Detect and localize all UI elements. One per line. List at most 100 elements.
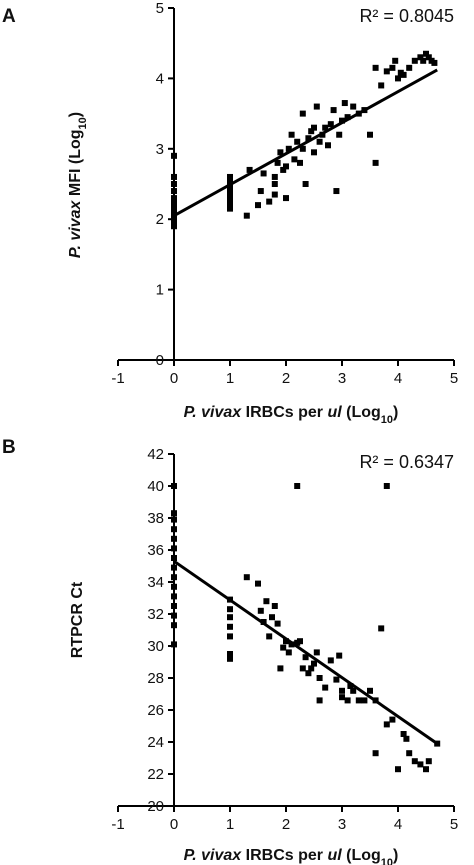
panel-a-points	[171, 50, 438, 230]
panel-b-x-tick-label: 5	[450, 816, 458, 833]
panel-a-data-point	[341, 100, 348, 107]
panel-b-data-point	[257, 607, 264, 614]
panel-b-data-point	[308, 665, 315, 672]
panel-a-data-point	[378, 82, 385, 89]
panel-a-data-point	[271, 191, 278, 198]
panel-b-data-point	[403, 735, 410, 742]
panel-b-y-tick-label: 26	[147, 702, 164, 719]
panel-a-data-point	[227, 198, 233, 205]
panel-b-data-point	[171, 535, 177, 542]
panel-b-data-point	[171, 641, 177, 648]
panel-b-data-point	[266, 633, 273, 640]
panel-a-data-point	[305, 135, 312, 142]
panel-a-data-point	[316, 138, 323, 145]
panel-b-data-point	[350, 687, 357, 694]
panel-a-data-point	[423, 50, 429, 57]
panel-b-y-tick-label: 28	[147, 670, 164, 687]
panel-b-data-point	[171, 516, 177, 523]
panel-a-data-point	[171, 152, 177, 159]
panel-a-data-point	[227, 173, 233, 180]
panel-a-data-point	[327, 121, 334, 128]
panel-b-x-axis-title: P. vivax IRBCs per ul (Log10)	[184, 847, 399, 865]
panel-b-data-point	[171, 583, 177, 590]
panel-a-data-point	[288, 131, 295, 138]
panel-a-data-point	[227, 191, 233, 198]
panel-b-data-point	[383, 721, 390, 728]
panel-b-data-point	[280, 644, 287, 651]
panel-a-data-point	[333, 188, 340, 195]
panel-a-data-point	[311, 124, 317, 131]
panel-b-data-point	[171, 483, 177, 489]
panel-b-data-point	[302, 654, 309, 661]
panel-b-y-tick-label: 30	[147, 638, 164, 655]
panel-a-x-tick-label: 3	[338, 370, 346, 387]
panel-a-data-point	[277, 149, 284, 156]
panel-a-data-point	[227, 195, 233, 202]
panel-b-data-point	[417, 761, 424, 768]
panel-b-y-tick-label: 22	[147, 766, 164, 783]
panel-a-letter: A	[2, 6, 16, 27]
panel-b-data-point	[171, 622, 177, 629]
panel-a-data-point	[420, 57, 427, 64]
panel-b-y-tick-label: 40	[147, 478, 164, 495]
panel-b-data-point	[347, 683, 354, 689]
panel-a-data-point	[339, 117, 345, 124]
panel-a-data-point	[395, 75, 401, 82]
panel-b-data-point	[313, 649, 320, 656]
panel-b-data-point	[171, 510, 177, 517]
panel-a-data-point	[243, 212, 250, 219]
panel-b-data-point	[171, 545, 177, 552]
panel-a-data-point	[171, 198, 177, 205]
panel-a-data-point	[257, 188, 264, 195]
panel-a-y-tick-label: 1	[156, 282, 164, 299]
panel-b-data-point	[395, 766, 401, 773]
panel-a-x-tick-label: 2	[282, 370, 290, 387]
panel-a-data-point	[271, 181, 278, 187]
panel-a-x-tick-label: 0	[170, 370, 178, 387]
panel-a-data-point	[171, 173, 177, 180]
panel-a-y-tick-label: 4	[156, 70, 164, 87]
panel-b-data-point	[277, 665, 284, 672]
panel-b-data-point	[283, 638, 289, 645]
panel-b-data-point	[339, 687, 345, 694]
panel-b-y-tick-label: 34	[147, 574, 164, 591]
panel-a-data-point	[227, 177, 233, 184]
panel-a-axes: -1 0 1 2 3 4 5 0 1 2 3 4 5	[111, 0, 458, 387]
panel-a-x-tick-label: 1	[226, 370, 234, 387]
panel-a-data-point	[283, 163, 289, 170]
panel-a-data-point	[227, 205, 233, 212]
panel-a-data-point	[406, 64, 413, 71]
panel-b-y-axis-title: RTPCR Ct	[69, 581, 86, 658]
panel-a-data-point	[392, 57, 399, 64]
panel-b-data-point	[299, 665, 306, 672]
panel-a-y-axis-title: P. vivax MFI (Log10)	[67, 112, 89, 258]
panel-b-data-point	[171, 612, 177, 619]
panel-b-data-point	[227, 633, 233, 640]
panel-b-letter: B	[2, 437, 16, 458]
panel-a-data-point	[274, 159, 281, 166]
panel-a-data-point	[325, 142, 331, 149]
panel-a-data-point	[322, 124, 329, 131]
panel-a-data-point	[313, 103, 320, 110]
panel-b-x-tick-label: -1	[111, 816, 124, 833]
panel-b-data-point	[171, 603, 177, 609]
panel-b-data-point	[274, 620, 281, 627]
panel-a-data-point	[389, 64, 396, 71]
panel-a-data-point	[271, 173, 278, 180]
panel-a-data-point	[336, 131, 343, 138]
panel-b-fit-line	[173, 559, 439, 745]
panel-a-y-tick-label: 3	[156, 141, 164, 158]
panel-a-data-point	[397, 69, 404, 76]
panel-a-data-point	[372, 159, 379, 166]
panel-b-data-point	[305, 670, 312, 677]
panel-a-r-squared: R² = 0.8045	[359, 6, 454, 26]
panel-a-y-tick-label: 5	[156, 0, 164, 17]
panel-a-data-point	[280, 166, 287, 173]
panel-b-points	[171, 483, 441, 773]
panel-b-y-tick-label: 32	[147, 606, 164, 623]
panel-a-data-point	[350, 103, 357, 110]
panel-b-data-point	[227, 651, 233, 657]
panel-b-data-point	[372, 750, 379, 757]
panel-b-data-point	[171, 593, 177, 600]
panel-a-x-tick-label: -1	[111, 370, 124, 387]
